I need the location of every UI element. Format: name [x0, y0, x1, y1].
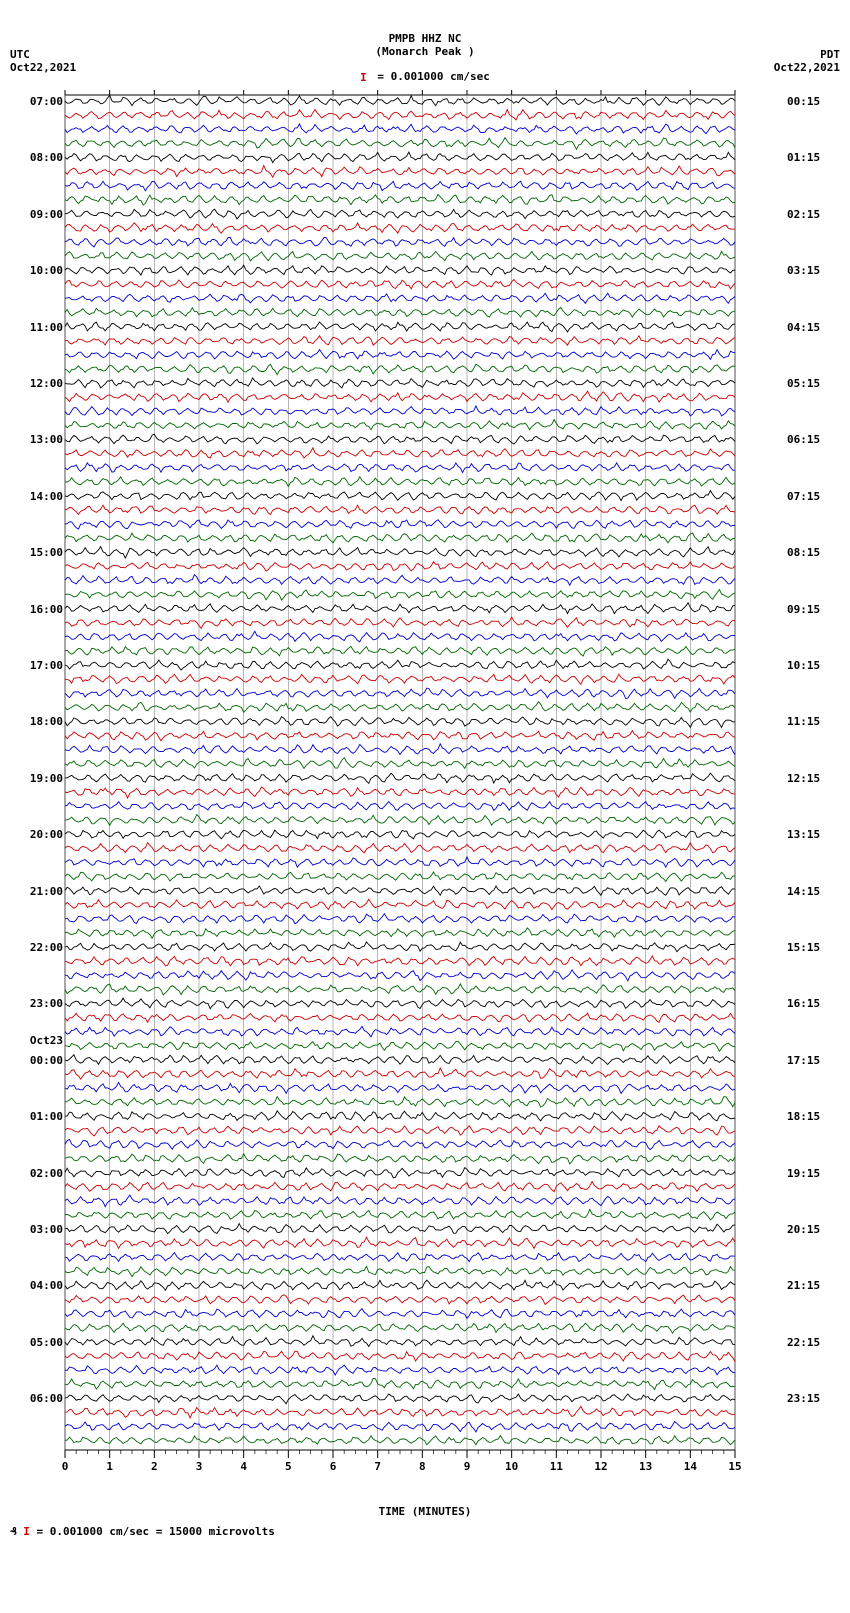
xtick-label: 11 — [550, 1460, 563, 1473]
footer: ₰ I = 0.001000 cm/sec = 15000 microvolts — [10, 1525, 840, 1538]
right-time-label: 14:15 — [787, 885, 820, 898]
plot-area: 07:00 08:00 09:00 10:00 11:00 12:00 13:00 14:00… — [10, 90, 840, 1490]
right-time-label: 16:15 — [787, 997, 820, 1010]
left-time-label: 10:00 — [30, 264, 63, 277]
right-time-label: 18:15 — [787, 1110, 820, 1123]
right-time-label: 17:15 — [787, 1054, 820, 1067]
scale-bar-icon: I — [360, 71, 367, 84]
station-code: PMPB HHZ NC — [375, 32, 474, 45]
xtick-label: 14 — [684, 1460, 697, 1473]
right-time-label: 05:15 — [787, 377, 820, 390]
seismogram-svg — [10, 90, 840, 1490]
right-time-label: 01:15 — [787, 151, 820, 164]
tz-right-block: PDT Oct22,2021 — [774, 48, 840, 74]
left-time-label: 08:00 — [30, 151, 63, 164]
right-time-label: 20:15 — [787, 1223, 820, 1236]
xtick-label: 6 — [330, 1460, 337, 1473]
xtick-label: 10 — [505, 1460, 518, 1473]
footer-text: = 0.001000 cm/sec = 15000 microvolts — [37, 1525, 275, 1538]
left-time-label: 05:00 — [30, 1336, 63, 1349]
right-time-label: 22:15 — [787, 1336, 820, 1349]
left-time-label: 07:00 — [30, 95, 63, 108]
left-time-label: 17:00 — [30, 659, 63, 672]
left-time-label: 11:00 — [30, 321, 63, 334]
tz-left: UTC — [10, 48, 76, 61]
left-time-label: 03:00 — [30, 1223, 63, 1236]
left-time-label: 18:00 — [30, 715, 63, 728]
right-time-label: 13:15 — [787, 828, 820, 841]
header: UTC Oct22,2021 PMPB HHZ NC (Monarch Peak… — [10, 10, 840, 85]
left-time-label: 21:00 — [30, 885, 63, 898]
xtick-label: 8 — [419, 1460, 426, 1473]
right-time-label: 12:15 — [787, 772, 820, 785]
left-time-label: 00:00 — [30, 1054, 63, 1067]
xtick-label: 9 — [464, 1460, 471, 1473]
title-block: PMPB HHZ NC (Monarch Peak ) — [375, 32, 474, 58]
left-time-label: 09:00 — [30, 208, 63, 221]
xtick-label: 3 — [196, 1460, 203, 1473]
station-name: (Monarch Peak ) — [375, 45, 474, 58]
right-time-label: 04:15 — [787, 321, 820, 334]
xtick-label: 0 — [62, 1460, 69, 1473]
footer-scale-icon: ₰ I — [10, 1525, 37, 1538]
right-time-label: 19:15 — [787, 1167, 820, 1180]
left-time-label: 16:00 — [30, 603, 63, 616]
xtick-label: 2 — [151, 1460, 158, 1473]
right-time-label: 23:15 — [787, 1392, 820, 1405]
left-time-label: 13:00 — [30, 433, 63, 446]
xtick-label: 15 — [728, 1460, 741, 1473]
right-time-label: 00:15 — [787, 95, 820, 108]
right-time-label: 03:15 — [787, 264, 820, 277]
right-time-label: 10:15 — [787, 659, 820, 672]
xtick-label: 4 — [240, 1460, 247, 1473]
right-time-label: 07:15 — [787, 490, 820, 503]
xtick-label: 7 — [374, 1460, 381, 1473]
xtick-label: 5 — [285, 1460, 292, 1473]
scale-block: I = 0.001000 cm/sec — [360, 70, 490, 84]
right-time-label: 09:15 — [787, 603, 820, 616]
right-time-label: 06:15 — [787, 433, 820, 446]
xaxis-label: TIME (MINUTES) — [379, 1505, 472, 1518]
left-time-label: 14:00 — [30, 490, 63, 503]
tz-left-block: UTC Oct22,2021 — [10, 48, 76, 74]
right-time-label: 02:15 — [787, 208, 820, 221]
right-time-label: 11:15 — [787, 715, 820, 728]
date-right: Oct22,2021 — [774, 61, 840, 74]
right-time-label: 21:15 — [787, 1279, 820, 1292]
left-time-label: 22:00 — [30, 941, 63, 954]
left-time-label: 01:00 — [30, 1110, 63, 1123]
xtick-label: 12 — [594, 1460, 607, 1473]
left-time-label: 04:00 — [30, 1279, 63, 1292]
left-time-label: 02:00 — [30, 1167, 63, 1180]
right-time-label: 08:15 — [787, 546, 820, 559]
left-time-label: 19:00 — [30, 772, 63, 785]
right-time-label: 15:15 — [787, 941, 820, 954]
left-time-label: 23:00 — [30, 997, 63, 1010]
xtick-label: 13 — [639, 1460, 652, 1473]
left-time-label: 20:00 — [30, 828, 63, 841]
tz-right: PDT — [774, 48, 840, 61]
left-time-label: 15:00 — [30, 546, 63, 559]
date-left: Oct22,2021 — [10, 61, 76, 74]
seismogram-container: UTC Oct22,2021 PMPB HHZ NC (Monarch Peak… — [10, 10, 840, 1538]
xtick-label: 1 — [106, 1460, 113, 1473]
left-time-label: 06:00 — [30, 1392, 63, 1405]
scale-text: = 0.001000 cm/sec — [377, 70, 490, 83]
left-time-label: Oct23 — [30, 1034, 63, 1047]
left-time-label: 12:00 — [30, 377, 63, 390]
